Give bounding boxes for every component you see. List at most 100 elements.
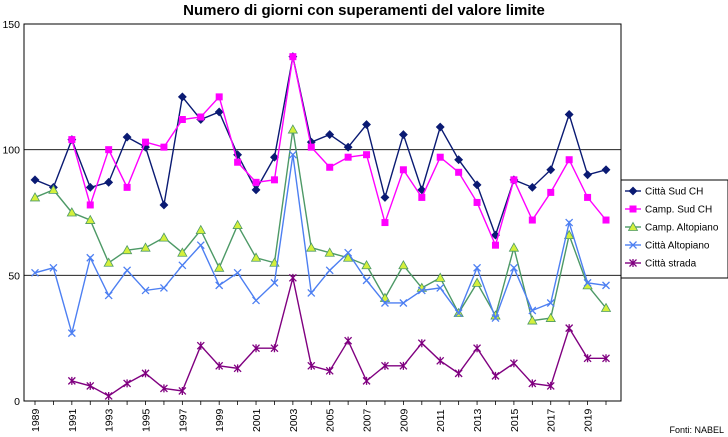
data-point-citta-altopiano: [159, 283, 168, 292]
data-point-citta-sud-ch: [214, 107, 224, 117]
data-point-citta-altopiano: [67, 329, 76, 338]
legend-marker-camp-sud-ch: [629, 205, 637, 213]
data-point-citta-strada: [86, 381, 95, 390]
data-point-citta-altopiano: [86, 253, 95, 262]
plot-area: 0 50 100 150 1989 1991 1993 1995 1997 1999 2001 200…: [2, 19, 622, 432]
data-point-camp-sud-ch: [105, 146, 113, 154]
data-point-camp-altopiano: [508, 242, 520, 252]
data-point-camp-sud-ch: [123, 183, 131, 191]
legend-label-camp-sud-ch: Camp. Sud CH: [645, 205, 712, 216]
data-point-camp-sud-ch: [363, 151, 371, 159]
data-point-camp-altopiano: [121, 244, 133, 255]
data-point-citta-altopiano: [31, 268, 39, 277]
x-tick-label: 1999: [214, 408, 226, 432]
legend-box: [620, 179, 728, 279]
data-point-citta-strada: [178, 386, 187, 395]
legend-label-citta-strada: Città strada: [645, 259, 697, 270]
legend-marker-camp-altopiano: [627, 221, 639, 231]
data-point-citta-altopiano: [491, 314, 500, 323]
legend-label-citta-sud-ch: Città Sud CH: [645, 187, 703, 198]
chart-title: Numero di giorni con superamenti del val…: [183, 2, 545, 19]
data-point-camp-sud-ch: [270, 176, 278, 184]
data-point-citta-altopiano: [602, 281, 610, 290]
data-point-camp-sud-ch: [86, 201, 94, 209]
data-point-citta-strada: [307, 361, 316, 370]
data-point-citta-sud-ch: [362, 120, 371, 129]
data-point-citta-strada: [454, 369, 463, 378]
data-point-camp-sud-ch: [289, 53, 297, 61]
data-point-camp-altopiano: [48, 184, 59, 194]
data-point-camp-altopiano: [398, 259, 409, 270]
data-point-citta-sud-ch: [159, 200, 169, 210]
data-point-camp-sud-ch: [491, 241, 499, 249]
data-point-citta-strada: [196, 341, 205, 350]
data-point-camp-sud-ch: [68, 136, 76, 144]
data-point-citta-sud-ch: [472, 180, 482, 190]
data-point-citta-altopiano: [454, 309, 463, 317]
data-point-citta-altopiano: [417, 286, 426, 295]
data-point-camp-sud-ch: [436, 153, 444, 161]
data-point-citta-altopiano: [270, 278, 279, 287]
data-point-camp-sud-ch: [547, 188, 555, 196]
data-point-citta-altopiano: [49, 263, 58, 272]
data-point-citta-strada: [141, 369, 150, 378]
data-point-citta-sud-ch: [601, 165, 611, 175]
data-point-citta-altopiano: [123, 266, 132, 275]
x-tick-label: 2005: [325, 408, 337, 432]
data-point-citta-sud-ch: [177, 92, 187, 102]
data-point-citta-strada: [509, 359, 518, 368]
data-point-citta-strada: [565, 324, 574, 333]
data-point-citta-strada: [399, 361, 408, 370]
data-point-camp-altopiano: [600, 302, 612, 312]
data-point-citta-altopiano: [325, 266, 334, 275]
data-point-camp-sud-ch: [215, 93, 223, 101]
data-point-citta-strada: [546, 381, 555, 390]
plot-frame: [23, 23, 622, 402]
data-point-camp-altopiano: [66, 207, 78, 217]
data-point-citta-sud-ch: [454, 155, 464, 165]
data-point-citta-altopiano: [196, 241, 205, 250]
data-point-citta-sud-ch: [435, 122, 445, 132]
y-tick-label: 100: [2, 145, 20, 157]
x-tick-label: 2019: [583, 408, 595, 432]
data-point-citta-strada: [602, 354, 610, 363]
data-point-citta-strada: [252, 344, 260, 353]
data-point-camp-altopiano: [527, 315, 538, 325]
data-point-citta-altopiano: [362, 276, 371, 285]
data-point-citta-altopiano: [399, 299, 408, 307]
data-point-citta-altopiano: [436, 283, 445, 292]
x-tick-label: 1993: [104, 408, 116, 432]
data-point-citta-altopiano: [509, 263, 518, 272]
data-point-camp-altopiano: [103, 257, 114, 267]
data-point-camp-sud-ch: [399, 166, 407, 174]
x-tick-label: 2007: [362, 408, 374, 432]
legend-marker-citta-strada: [629, 259, 637, 267]
data-point-citta-altopiano: [528, 306, 537, 315]
data-point-camp-altopiano: [85, 214, 96, 224]
data-point-citta-sud-ch: [30, 175, 40, 185]
data-point-citta-strada: [583, 354, 592, 363]
data-point-camp-altopiano: [306, 242, 317, 252]
legend-marker-citta-altopiano: [629, 241, 637, 249]
data-point-citta-strada: [436, 356, 445, 365]
x-tick-label: 2015: [509, 408, 521, 432]
data-point-citta-altopiano: [344, 248, 353, 257]
y-tick-label: 50: [8, 270, 20, 282]
x-tick-label: 2017: [546, 408, 558, 432]
data-point-camp-altopiano: [195, 224, 206, 234]
data-point-citta-sud-ch: [251, 185, 261, 195]
data-point-citta-sud-ch: [583, 170, 593, 180]
data-point-camp-sud-ch: [381, 219, 389, 227]
data-point-camp-altopiano: [29, 192, 41, 202]
data-point-citta-strada: [528, 379, 537, 388]
data-point-citta-strada: [325, 366, 334, 375]
data-point-camp-sud-ch: [160, 143, 168, 151]
data-point-camp-altopiano: [361, 259, 372, 270]
legend-label-citta-altopiano: Città Altopiano: [645, 241, 710, 252]
data-point-camp-altopiano: [140, 242, 151, 252]
data-point-camp-sud-ch: [252, 178, 260, 186]
y-tick-label: 150: [2, 19, 20, 31]
data-point-citta-strada: [270, 344, 279, 353]
data-point-camp-sud-ch: [584, 193, 592, 201]
